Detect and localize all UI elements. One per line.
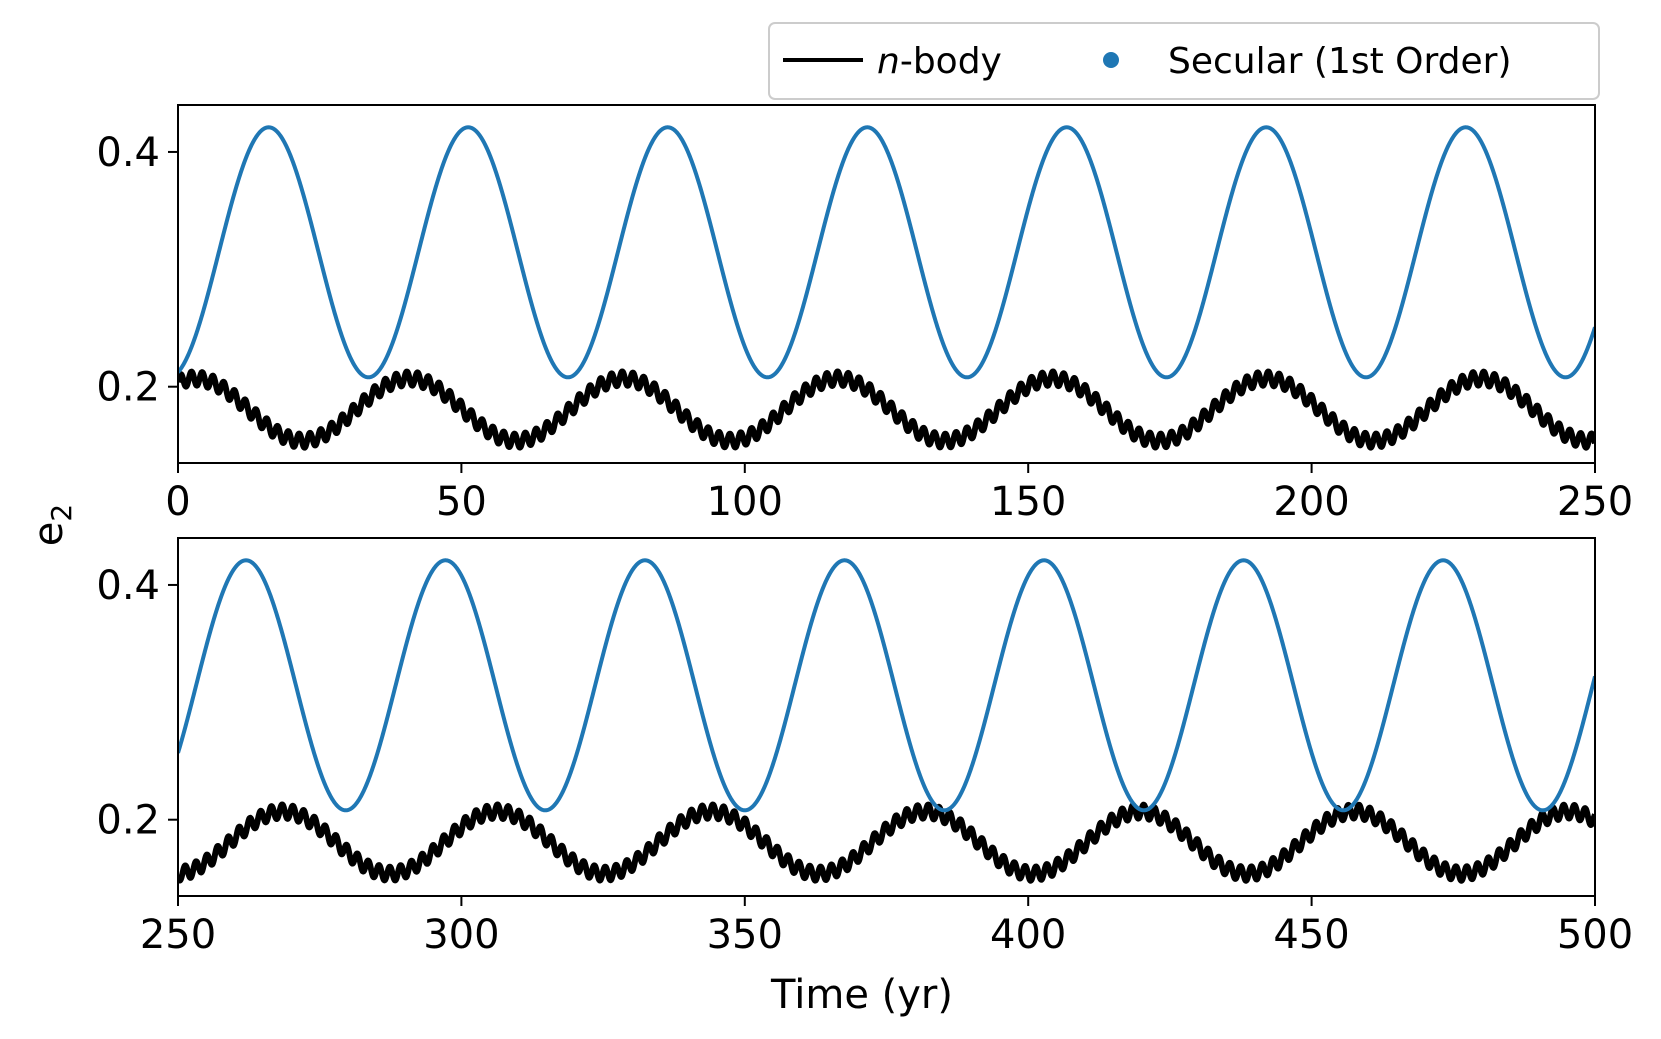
y-axis-title-base: e	[26, 522, 72, 547]
top-y-tick-label: 0.2	[96, 365, 160, 411]
y-axis-title: e2	[26, 504, 78, 546]
bottom-panel: 250 300 350 400 450 500 0.2 0.4	[96, 537, 1633, 958]
bottom-plot-area	[178, 558, 1595, 884]
legend-secular-label: Secular (1st Order)	[1168, 41, 1512, 82]
legend-frame	[768, 22, 1600, 100]
top-nbody-series-line	[178, 368, 1595, 451]
legend-nbody-label: n-body	[877, 41, 1002, 82]
bottom-x-tick-label: 450	[1273, 912, 1349, 958]
top-x-tick-label: 100	[707, 479, 783, 525]
bottom-x-axis: 250 300 350 400 450 500	[140, 896, 1633, 958]
top-x-tick-label: 50	[436, 479, 487, 525]
top-plot-area	[178, 125, 1595, 451]
top-x-tick-label: 200	[1273, 479, 1349, 525]
legend-nbody-rest: -body	[900, 41, 1002, 82]
top-y-axis: 0.2 0.4	[96, 130, 178, 411]
legend-secular-marker	[1103, 52, 1119, 68]
bottom-x-tick-label: 250	[140, 912, 216, 958]
y-axis-title-sub: 2	[45, 504, 78, 522]
bottom-x-tick-label: 400	[990, 912, 1066, 958]
top-y-tick-label: 0.4	[96, 130, 160, 176]
top-x-tick-label: 0	[165, 479, 190, 525]
top-x-axis: 0 50 100 150 200 250	[165, 463, 1633, 525]
top-plot-frame	[177, 104, 1596, 464]
top-secular-series-line	[178, 125, 1595, 380]
bottom-plot-frame	[177, 537, 1596, 897]
legend: n-body Secular (1st Order)	[768, 22, 1600, 100]
bottom-x-tick-label: 300	[423, 912, 499, 958]
x-axis-title: Time (yr)	[770, 972, 953, 1018]
legend-nbody-italic: n	[877, 41, 900, 82]
bottom-nbody-series-line	[178, 801, 1595, 884]
bottom-x-tick-label: 500	[1557, 912, 1633, 958]
bottom-y-tick-label: 0.4	[96, 563, 160, 609]
top-x-tick-label: 150	[990, 479, 1066, 525]
top-x-tick-label: 250	[1557, 479, 1633, 525]
top-panel: 0 50 100 150 200 250 0.2 0.4	[96, 104, 1633, 525]
bottom-x-tick-label: 350	[707, 912, 783, 958]
bottom-y-axis: 0.2 0.4	[96, 563, 178, 844]
bottom-y-tick-label: 0.2	[96, 798, 160, 844]
bottom-secular-series-line	[178, 558, 1595, 813]
